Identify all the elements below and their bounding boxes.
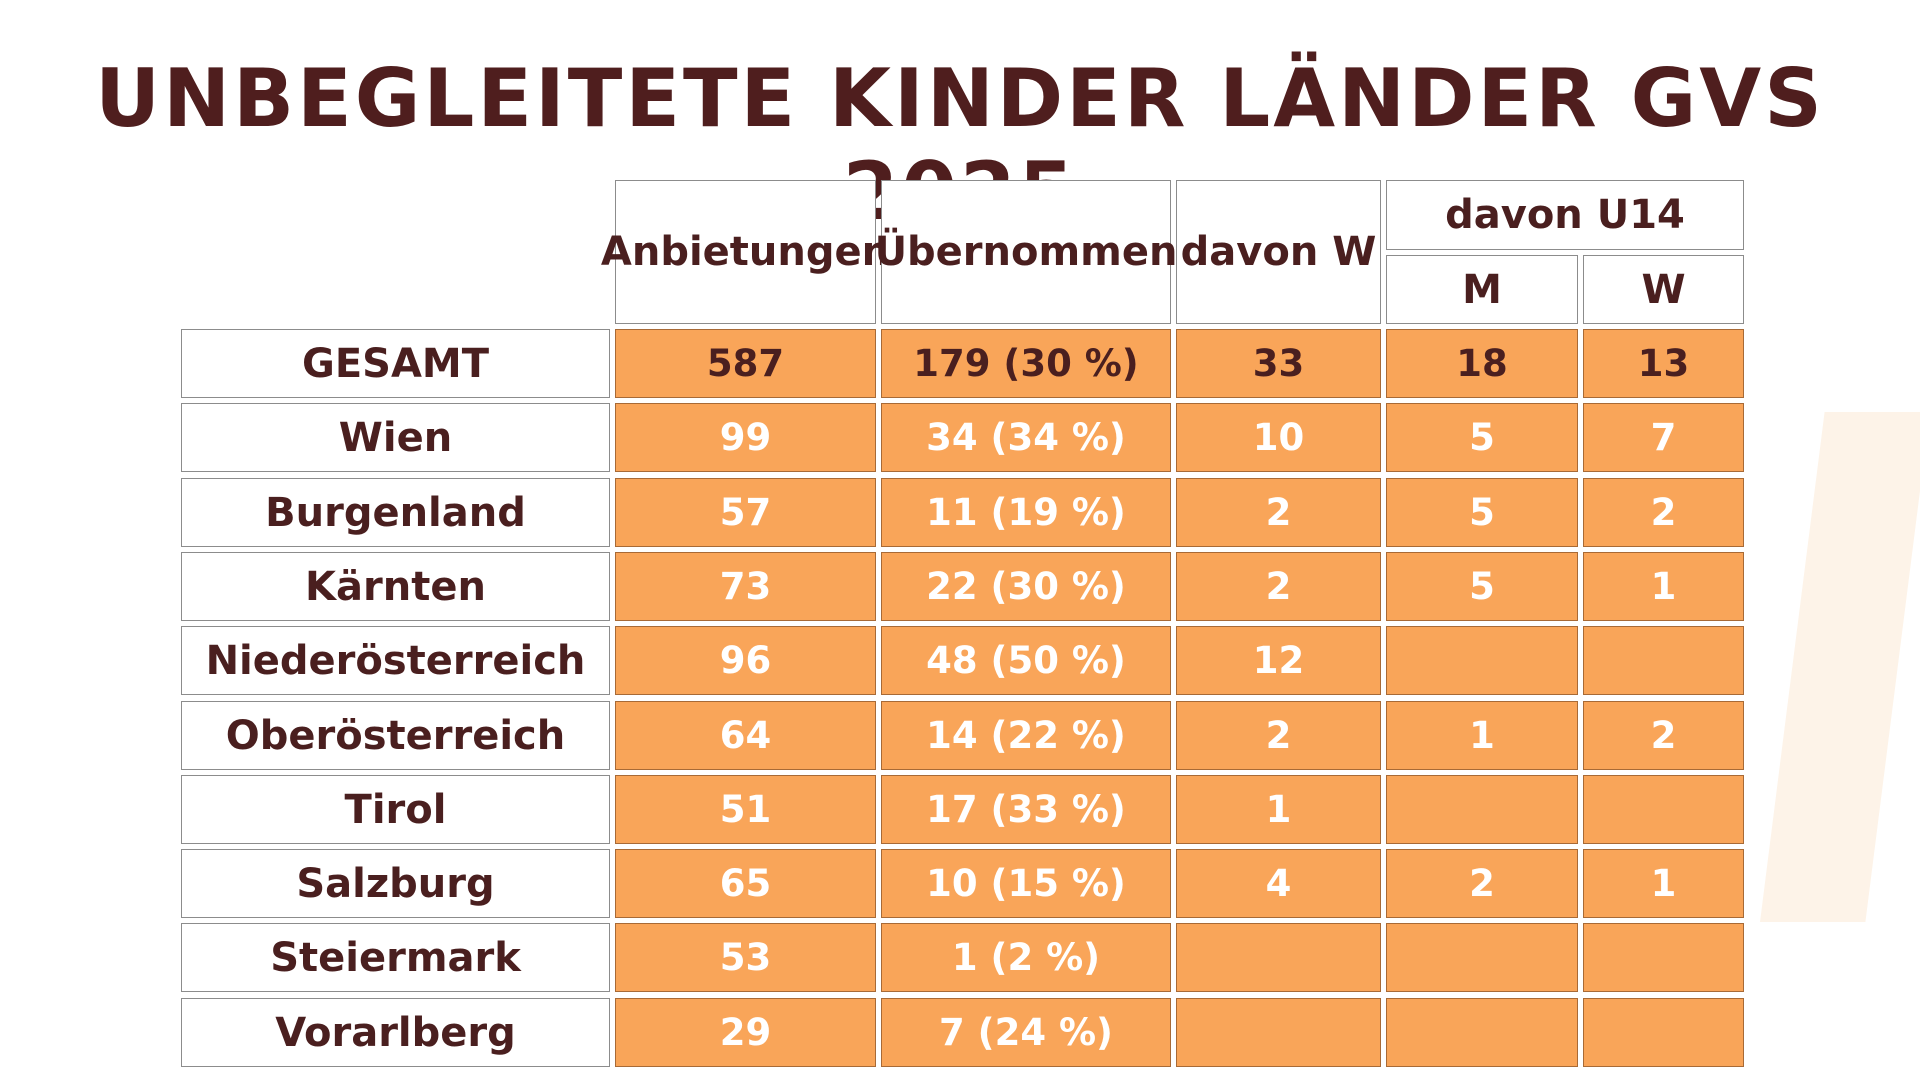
row-label: Niederösterreich: [181, 626, 610, 695]
cell-u14-w: [1583, 626, 1744, 695]
header-davon-u14: davon U14: [1386, 180, 1744, 250]
cell-u14-w: 1: [1583, 552, 1744, 621]
row-label: Kärnten: [181, 552, 610, 621]
row-label: Vorarlberg: [181, 998, 610, 1067]
cell-u14-m: 5: [1386, 478, 1578, 547]
header-anbietungen: Anbietungen: [601, 180, 890, 324]
cell-uebernommen: 11 (19 %): [881, 478, 1171, 547]
cell-anbietungen: 64: [615, 701, 876, 770]
cell-u14-w: 7: [1583, 403, 1744, 472]
header-uebernommen: Übernommen: [875, 180, 1177, 324]
cell-uebernommen: 34 (34 %): [881, 403, 1171, 472]
header-u14-m: M: [1386, 255, 1578, 324]
row-label: Oberösterreich: [181, 701, 610, 770]
cell-uebernommen: 14 (22 %): [881, 701, 1171, 770]
cell-u14-m: [1386, 626, 1578, 695]
header-u14-w: W: [1583, 255, 1744, 324]
cell-uebernommen: 1 (2 %): [881, 923, 1171, 992]
cell-anbietungen: 57: [615, 478, 876, 547]
cell-anbietungen: 96: [615, 626, 876, 695]
cell-uebernommen: 22 (30 %): [881, 552, 1171, 621]
cell-u14-w: [1583, 998, 1744, 1067]
cell-u14-m: 2: [1386, 849, 1578, 918]
cell-u14-m: 5: [1386, 403, 1578, 472]
cell-u14-w: [1583, 775, 1744, 844]
cell-u14-m: 1: [1386, 701, 1578, 770]
cell-u14-w: 1: [1583, 849, 1744, 918]
cell-u14-w: [1583, 923, 1744, 992]
cell-davon-w: 33: [1176, 329, 1381, 398]
cell-u14-m: [1386, 923, 1578, 992]
cell-u14-w: 13: [1583, 329, 1744, 398]
cell-anbietungen: 587: [615, 329, 876, 398]
row-label: Burgenland: [181, 478, 610, 547]
cell-u14-w: 2: [1583, 701, 1744, 770]
row-label: Salzburg: [181, 849, 610, 918]
cell-uebernommen: 48 (50 %): [881, 626, 1171, 695]
row-label: Steiermark: [181, 923, 610, 992]
cell-davon-w: [1176, 923, 1381, 992]
cell-uebernommen: 17 (33 %): [881, 775, 1171, 844]
cell-anbietungen: 73: [615, 552, 876, 621]
cell-u14-w: 2: [1583, 478, 1744, 547]
cell-u14-m: [1386, 998, 1578, 1067]
cell-anbietungen: 51: [615, 775, 876, 844]
cell-davon-w: 2: [1176, 701, 1381, 770]
decorative-slash: [1760, 412, 1920, 922]
cell-uebernommen: 179 (30 %): [881, 329, 1171, 398]
row-label: Wien: [181, 403, 610, 472]
cell-anbietungen: 65: [615, 849, 876, 918]
header-davon-w: davon W: [1176, 180, 1381, 324]
cell-anbietungen: 53: [615, 923, 876, 992]
cell-davon-w: 2: [1176, 552, 1381, 621]
row-label: GESAMT: [181, 329, 610, 398]
cell-u14-m: [1386, 775, 1578, 844]
cell-uebernommen: 10 (15 %): [881, 849, 1171, 918]
row-label: Tirol: [181, 775, 610, 844]
cell-uebernommen: 7 (24 %): [881, 998, 1171, 1067]
cell-davon-w: [1176, 998, 1381, 1067]
cell-davon-w: 4: [1176, 849, 1381, 918]
cell-davon-w: 12: [1176, 626, 1381, 695]
cell-davon-w: 10: [1176, 403, 1381, 472]
cell-anbietungen: 99: [615, 403, 876, 472]
cell-davon-w: 1: [1176, 775, 1381, 844]
cell-anbietungen: 29: [615, 998, 876, 1067]
cell-davon-w: 2: [1176, 478, 1381, 547]
cell-u14-m: 5: [1386, 552, 1578, 621]
cell-u14-m: 18: [1386, 329, 1578, 398]
